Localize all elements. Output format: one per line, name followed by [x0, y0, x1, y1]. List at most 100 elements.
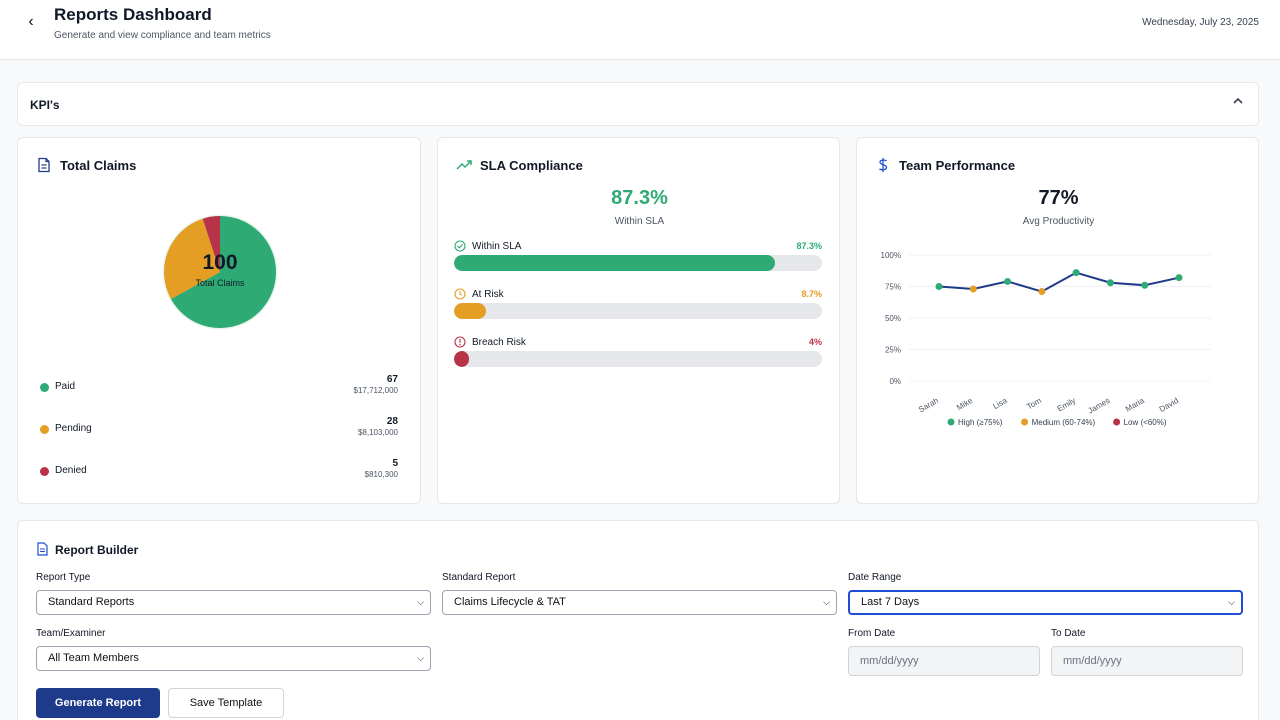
- total-claims-center-label: Total Claims: [195, 278, 245, 288]
- from-date-input[interactable]: mm/dd/yyyy: [848, 646, 1040, 676]
- pie-slice-pending: [164, 218, 220, 299]
- dollar-icon: [879, 158, 888, 172]
- team-performance-card: Team Performance 77% Avg Productivity 10…: [856, 137, 1259, 504]
- data-point: [935, 283, 943, 290]
- x-tick-label: Maria: [1124, 396, 1146, 414]
- back-chevron-icon[interactable]: ‹: [28, 13, 34, 30]
- legend-label: Medium (60-74%): [1032, 418, 1096, 427]
- save-template-button[interactable]: Save Template: [168, 688, 284, 718]
- sla-value-label: Within SLA: [614, 216, 665, 227]
- legend-dot: [1021, 418, 1029, 426]
- standard-report-select[interactable]: Claims Lifecycle & TAT ⌵: [442, 590, 837, 615]
- clock-icon: [454, 288, 466, 300]
- legend-amount: $17,712,000: [353, 386, 399, 395]
- team-examiner-value: All Team Members: [48, 652, 139, 664]
- sla-row-pct: 87.3%: [796, 241, 822, 251]
- data-point: [1106, 279, 1114, 287]
- sla-row-name: Within SLA: [472, 241, 522, 252]
- page-header: ‹ Reports Dashboard Generate and view co…: [0, 0, 1280, 60]
- paid-dot: [40, 383, 49, 392]
- data-point: [1072, 269, 1080, 277]
- legend-name: Paid: [55, 381, 76, 392]
- sla-row-pct: 8.7%: [801, 289, 822, 299]
- to-date-label: To Date: [1051, 628, 1086, 639]
- chevron-down-icon: ⌵: [417, 597, 424, 607]
- kpi-section-label: KPI's: [30, 98, 60, 112]
- y-tick-label: 100%: [881, 251, 901, 260]
- report-builder-title: Report Builder: [55, 543, 139, 557]
- date-range-value: Last 7 Days: [861, 596, 920, 608]
- chevron-down-icon: ⌵: [823, 597, 830, 607]
- data-point: [1175, 274, 1183, 282]
- legend-count: 67: [386, 374, 398, 385]
- total-claims-title: Total Claims: [60, 158, 137, 173]
- sla-progress-track: [454, 303, 822, 319]
- x-tick-label: Tom: [1025, 396, 1043, 412]
- legend-amount: $8,103,000: [357, 428, 398, 437]
- chevron-down-icon: ⌵: [1228, 597, 1235, 607]
- report-type-label: Report Type: [36, 572, 91, 583]
- page-title: Reports Dashboard: [54, 5, 212, 24]
- from-date-label: From Date: [848, 628, 896, 639]
- legend-count: 28: [386, 416, 398, 427]
- sla-row-within: Within SLA 87.3%: [454, 240, 822, 280]
- pie-slice-paid: [170, 216, 276, 328]
- pie-slice-denied: [202, 216, 220, 272]
- legend-item-paid: Paid 67 $17,712,000: [40, 374, 399, 403]
- pending-dot: [40, 425, 49, 434]
- sla-progress-track: [454, 255, 822, 271]
- standard-report-label: Standard Report: [442, 572, 516, 583]
- document-icon: [38, 157, 50, 173]
- date-range-label: Date Range: [848, 572, 902, 583]
- y-tick-label: 25%: [885, 346, 901, 355]
- team-examiner-label: Team/Examiner: [36, 628, 106, 639]
- report-type-value: Standard Reports: [48, 596, 135, 608]
- y-tick-label: 50%: [885, 314, 901, 323]
- sla-row-breach: Breach Risk 4%: [454, 336, 822, 376]
- data-point: [1038, 288, 1046, 296]
- x-tick-label: Emily: [1056, 396, 1077, 414]
- kpi-section-toggle[interactable]: KPI's: [17, 82, 1259, 126]
- check-circle-icon: [454, 240, 466, 252]
- x-tick-label: Lisa: [991, 396, 1009, 411]
- y-tick-label: 0%: [889, 377, 901, 386]
- total-claims-value: 100: [202, 251, 238, 274]
- standard-report-value: Claims Lifecycle & TAT: [454, 596, 566, 608]
- legend-label: High (≥75%): [958, 418, 1003, 427]
- team-value-label: Avg Productivity: [1022, 216, 1095, 227]
- report-builder-card: Report Builder Report Type Standard Repo…: [17, 520, 1259, 720]
- x-tick-label: Sarah: [917, 396, 940, 414]
- data-point: [1141, 281, 1149, 289]
- legend-item-denied: Denied 5 $810,300: [40, 458, 398, 487]
- data-point: [1004, 277, 1012, 285]
- legend-count: 5: [392, 458, 398, 469]
- report-type-select[interactable]: Standard Reports ⌵: [36, 590, 431, 615]
- team-value: 77%: [1038, 187, 1079, 209]
- legend-label: Low (<60%): [1124, 418, 1167, 427]
- team-title: Team Performance: [899, 158, 1016, 173]
- sla-title: SLA Compliance: [480, 158, 583, 173]
- chevron-up-icon[interactable]: [1232, 95, 1244, 110]
- sla-progress-fill: [454, 255, 776, 271]
- x-tick-label: Mike: [955, 396, 975, 413]
- sla-progress-fill: [454, 351, 469, 367]
- sla-row-name: At Risk: [472, 289, 504, 300]
- generate-report-button[interactable]: Generate Report: [36, 688, 160, 718]
- x-tick-label: James: [1087, 396, 1112, 416]
- claims-pie-chart: [162, 214, 278, 330]
- team-examiner-select[interactable]: All Team Members ⌵: [36, 646, 431, 671]
- to-date-input[interactable]: mm/dd/yyyy: [1051, 646, 1243, 676]
- sla-progress-track: [454, 351, 822, 367]
- sla-row-pct: 4%: [808, 337, 822, 347]
- page-subtitle: Generate and view compliance and team me…: [54, 30, 271, 41]
- series-line: [938, 271, 1180, 293]
- y-tick-label: 75%: [885, 283, 901, 292]
- date-range-select[interactable]: Last 7 Days ⌵: [848, 590, 1243, 615]
- sla-progress-fill: [454, 303, 487, 319]
- data-point: [969, 285, 977, 293]
- trending-up-icon: [456, 160, 472, 170]
- legend-dot: [947, 418, 955, 426]
- sla-row-at-risk: At Risk 8.7%: [454, 288, 822, 328]
- team-performance-line-chart: 100% 75% 50% 25% 0% Sarah Mike Lisa Tom Emily Jame…: [881, 251, 1211, 427]
- chevron-down-icon: ⌵: [417, 653, 424, 663]
